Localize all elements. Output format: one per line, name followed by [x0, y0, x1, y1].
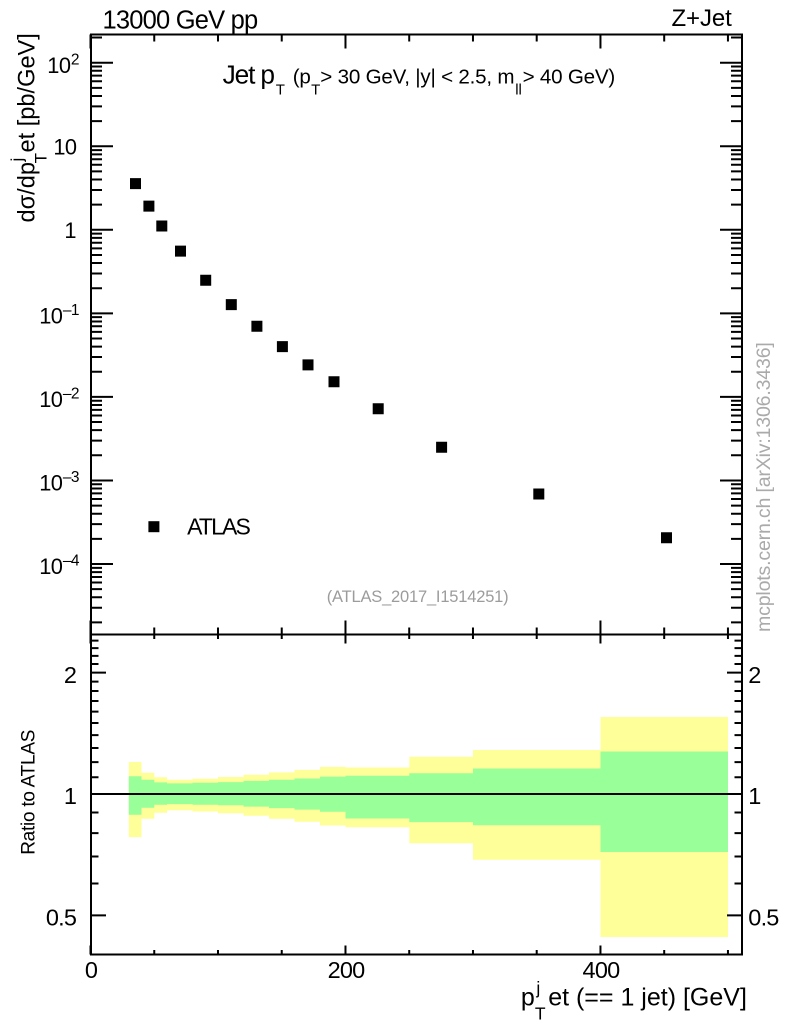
- svg-text:Z+Jet: Z+Jet: [671, 5, 732, 32]
- svg-text:ATLAS: ATLAS: [187, 514, 250, 540]
- svg-text:200: 200: [328, 957, 366, 983]
- svg-text:T: T: [32, 153, 51, 163]
- svg-text:j: j: [535, 978, 540, 998]
- svg-text:(ATLAS_2017_I1514251): (ATLAS_2017_I1514251): [327, 588, 509, 606]
- svg-text:10–3: 10–3: [39, 469, 79, 496]
- svg-text:400: 400: [583, 957, 621, 983]
- svg-text:> 30 GeV, |y| < 2.5, m: > 30 GeV, |y| < 2.5, m: [320, 66, 514, 89]
- svg-text:mcplots.cern.ch [arXiv:1306.34: mcplots.cern.ch [arXiv:1306.3436]: [753, 342, 775, 632]
- svg-text:1: 1: [64, 783, 76, 809]
- svg-text:10: 10: [53, 135, 77, 160]
- svg-text:Ratio to ATLAS: Ratio to ATLAS: [19, 730, 40, 855]
- svg-text:T: T: [535, 1004, 546, 1024]
- svg-text:et [pb/GeV]: et [pb/GeV]: [15, 33, 41, 152]
- svg-text:2: 2: [748, 662, 760, 688]
- svg-text:2: 2: [64, 662, 76, 688]
- svg-text:T: T: [276, 82, 285, 99]
- svg-text:p: p: [521, 984, 535, 1012]
- svg-text:ll: ll: [515, 82, 522, 99]
- svg-text:0: 0: [85, 957, 98, 983]
- svg-text:T: T: [311, 82, 320, 99]
- svg-text:> 40 GeV): > 40 GeV): [523, 66, 615, 89]
- svg-text:dσ/dp: dσ/dp: [15, 162, 41, 222]
- svg-text:et (== 1 jet) [GeV]: et (== 1 jet) [GeV]: [548, 984, 747, 1012]
- svg-text:1: 1: [748, 783, 760, 809]
- svg-text:(p: (p: [293, 66, 311, 89]
- svg-text:j: j: [8, 158, 27, 163]
- svg-text:13000 GeV pp: 13000 GeV pp: [103, 6, 258, 34]
- svg-text:1: 1: [64, 218, 76, 243]
- svg-text:Jet p: Jet p: [223, 60, 275, 90]
- svg-text:0.5: 0.5: [46, 905, 77, 931]
- svg-text:0.5: 0.5: [748, 905, 779, 931]
